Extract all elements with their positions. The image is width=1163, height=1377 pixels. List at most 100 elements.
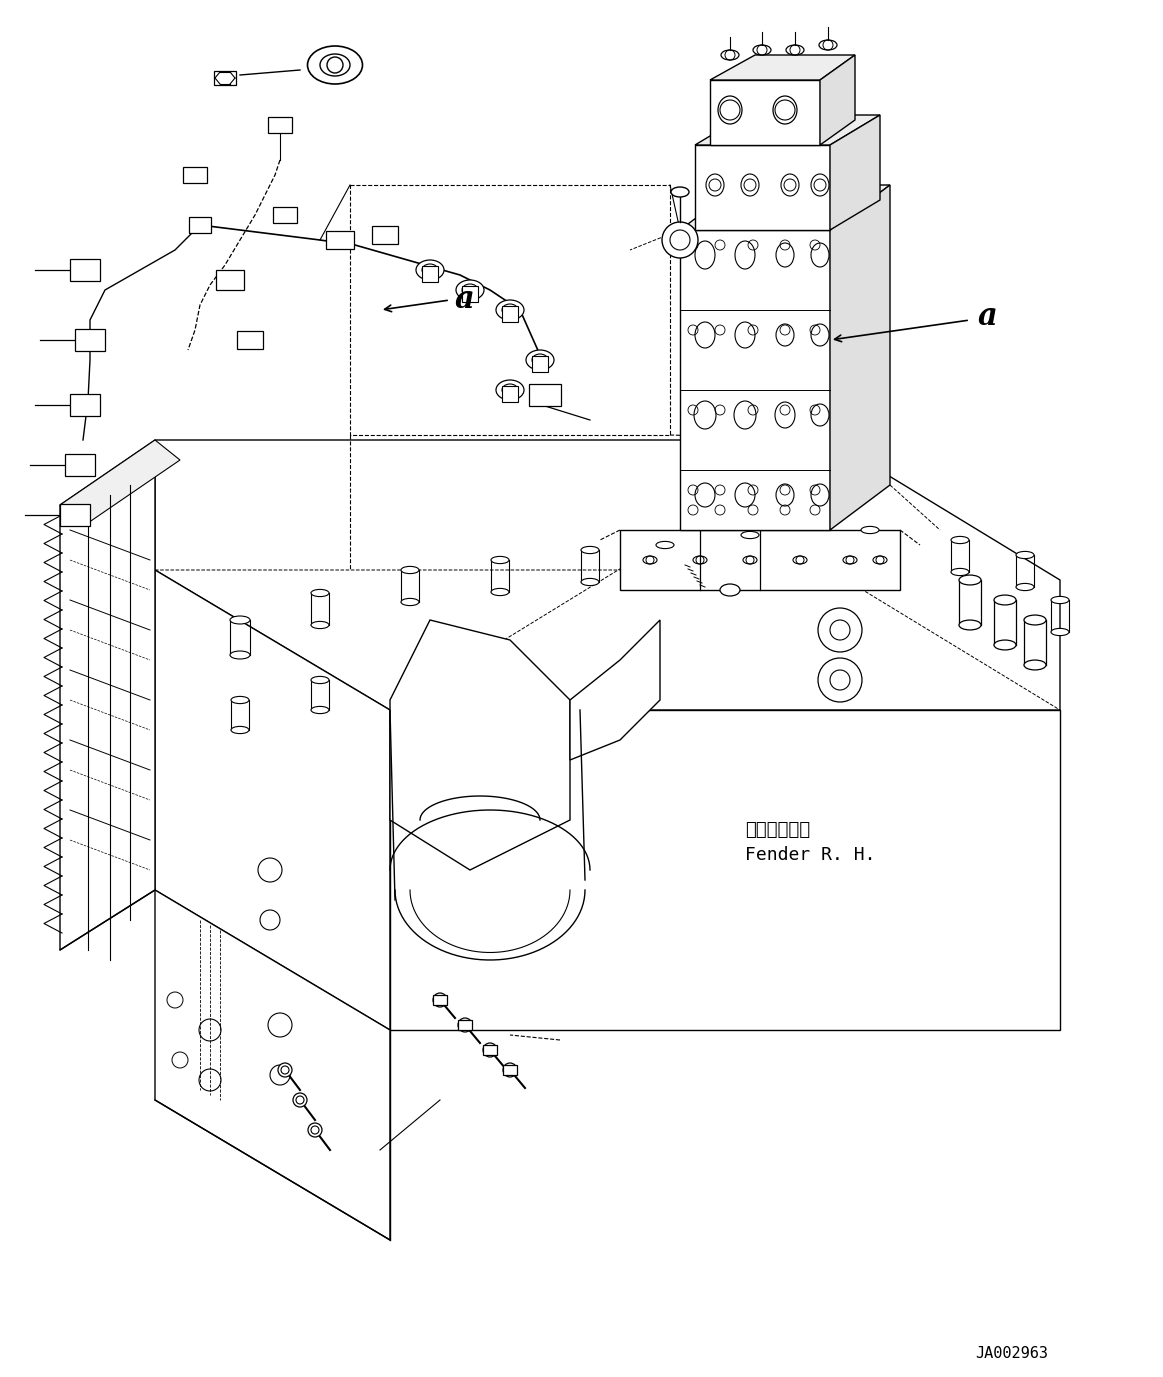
- Ellipse shape: [495, 380, 525, 399]
- Ellipse shape: [1051, 596, 1069, 603]
- Circle shape: [483, 1042, 497, 1058]
- Ellipse shape: [994, 595, 1016, 605]
- Ellipse shape: [951, 569, 969, 576]
- Polygon shape: [74, 329, 105, 351]
- Ellipse shape: [695, 322, 715, 348]
- Polygon shape: [60, 441, 180, 525]
- Ellipse shape: [230, 616, 250, 624]
- Text: a: a: [455, 284, 475, 315]
- Polygon shape: [237, 330, 263, 348]
- Ellipse shape: [456, 280, 484, 300]
- Ellipse shape: [741, 532, 759, 538]
- Polygon shape: [326, 231, 354, 249]
- Ellipse shape: [811, 174, 829, 196]
- Polygon shape: [570, 620, 659, 760]
- Polygon shape: [214, 72, 236, 85]
- Polygon shape: [372, 226, 398, 244]
- Ellipse shape: [843, 556, 857, 565]
- Polygon shape: [216, 270, 244, 291]
- Ellipse shape: [401, 599, 419, 606]
- Ellipse shape: [311, 589, 329, 596]
- Ellipse shape: [695, 483, 715, 507]
- Ellipse shape: [743, 556, 757, 565]
- Polygon shape: [422, 266, 438, 282]
- Polygon shape: [267, 117, 292, 134]
- Ellipse shape: [706, 174, 725, 196]
- Polygon shape: [502, 386, 518, 402]
- Ellipse shape: [741, 174, 759, 196]
- Polygon shape: [502, 306, 518, 322]
- Ellipse shape: [776, 324, 794, 346]
- Ellipse shape: [951, 537, 969, 544]
- Polygon shape: [70, 394, 100, 416]
- Ellipse shape: [495, 300, 525, 319]
- Ellipse shape: [873, 556, 887, 565]
- Ellipse shape: [231, 727, 249, 734]
- Ellipse shape: [231, 697, 249, 704]
- Polygon shape: [155, 441, 1059, 711]
- Circle shape: [327, 56, 343, 73]
- Ellipse shape: [694, 401, 716, 430]
- Ellipse shape: [811, 324, 829, 346]
- Ellipse shape: [734, 401, 756, 430]
- Ellipse shape: [491, 588, 509, 596]
- Circle shape: [662, 222, 698, 257]
- Polygon shape: [680, 230, 830, 530]
- Circle shape: [297, 1096, 304, 1104]
- Polygon shape: [709, 80, 820, 145]
- Ellipse shape: [721, 50, 739, 61]
- Text: JA002963: JA002963: [975, 1345, 1048, 1360]
- Polygon shape: [390, 711, 1059, 1030]
- Circle shape: [293, 1093, 307, 1107]
- Polygon shape: [155, 890, 390, 1241]
- Ellipse shape: [786, 45, 804, 55]
- Ellipse shape: [491, 556, 509, 563]
- Ellipse shape: [752, 45, 771, 55]
- Ellipse shape: [811, 403, 829, 425]
- Ellipse shape: [656, 541, 675, 548]
- Ellipse shape: [720, 584, 740, 596]
- Circle shape: [504, 1063, 518, 1077]
- Circle shape: [670, 230, 690, 251]
- Polygon shape: [70, 259, 100, 281]
- Ellipse shape: [401, 566, 419, 574]
- Ellipse shape: [1023, 616, 1046, 625]
- Ellipse shape: [416, 260, 444, 280]
- Text: a: a: [978, 302, 998, 332]
- Ellipse shape: [311, 621, 329, 628]
- Polygon shape: [695, 116, 880, 145]
- Text: フェンダ　右: フェンダ 右: [745, 821, 811, 839]
- Ellipse shape: [462, 284, 478, 296]
- Polygon shape: [183, 167, 207, 183]
- Ellipse shape: [735, 483, 755, 507]
- Ellipse shape: [311, 676, 329, 683]
- Polygon shape: [273, 207, 297, 223]
- Polygon shape: [531, 357, 548, 372]
- Ellipse shape: [741, 563, 759, 570]
- Ellipse shape: [1016, 551, 1034, 559]
- Ellipse shape: [773, 96, 797, 124]
- Circle shape: [433, 993, 447, 1007]
- Ellipse shape: [861, 559, 879, 566]
- Ellipse shape: [782, 174, 799, 196]
- Polygon shape: [620, 530, 900, 589]
- Ellipse shape: [793, 556, 807, 565]
- Ellipse shape: [718, 96, 742, 124]
- Polygon shape: [390, 620, 570, 870]
- Polygon shape: [504, 1064, 518, 1075]
- Polygon shape: [155, 570, 390, 1030]
- Ellipse shape: [582, 547, 599, 554]
- Polygon shape: [709, 55, 855, 80]
- Text: Fender R. H.: Fender R. H.: [745, 845, 876, 863]
- Ellipse shape: [811, 483, 829, 505]
- Polygon shape: [60, 504, 90, 526]
- Ellipse shape: [735, 241, 755, 269]
- Ellipse shape: [422, 264, 438, 275]
- Circle shape: [308, 1124, 322, 1137]
- Polygon shape: [830, 116, 880, 230]
- Ellipse shape: [819, 40, 837, 50]
- Ellipse shape: [775, 402, 795, 428]
- Ellipse shape: [531, 354, 548, 366]
- Ellipse shape: [671, 187, 688, 197]
- Ellipse shape: [230, 651, 250, 660]
